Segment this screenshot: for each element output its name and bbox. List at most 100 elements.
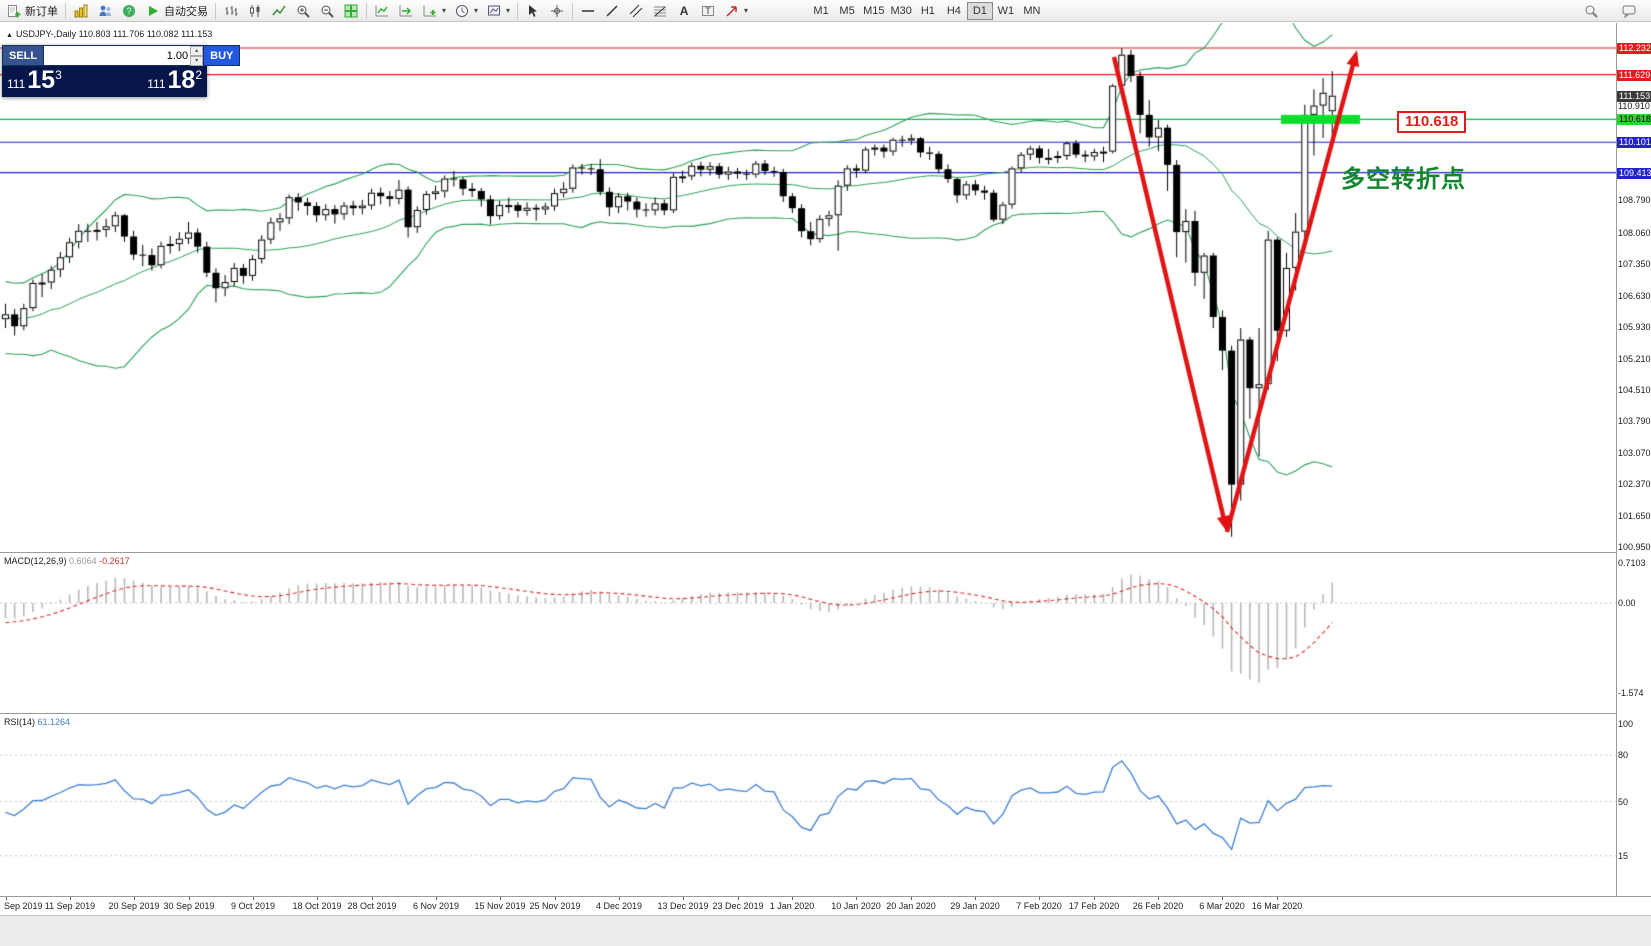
templates-button[interactable]: ▾ xyxy=(482,1,514,21)
time-axis-tick xyxy=(436,897,437,900)
time-axis-tick xyxy=(317,897,318,900)
periods-button[interactable]: ▾ xyxy=(450,1,482,21)
timeframe-button-M5[interactable]: M5 xyxy=(834,2,860,20)
candlestick-chart-button[interactable] xyxy=(243,1,267,21)
time-axis-label: 4 Dec 2019 xyxy=(595,901,643,911)
chart-title: ▲ USDJPY-,Daily 110.803 111.706 110.082 1… xyxy=(6,29,212,39)
time-axis-label: 30 Sep 2019 xyxy=(163,901,215,911)
price-chart-canvas[interactable] xyxy=(0,23,1616,552)
price-axis-border xyxy=(1616,23,1617,896)
pane-divider[interactable] xyxy=(0,552,1616,553)
price-axis-label-108.790: 108.790 xyxy=(1618,195,1651,205)
fibonacci-tool-button[interactable] xyxy=(648,1,672,21)
tile-windows-button[interactable] xyxy=(339,1,363,21)
help-icon: ? xyxy=(121,3,137,19)
price-axis-label-107.350: 107.350 xyxy=(1618,259,1651,269)
bar-chart-icon xyxy=(223,3,239,19)
bottom-strip xyxy=(0,915,1651,946)
line-chart-button[interactable] xyxy=(267,1,291,21)
periods-clock-icon xyxy=(454,3,470,19)
time-axis-label: 20 Sep 2019 xyxy=(108,901,160,911)
time-scale[interactable]: Sep 2019 11 Sep 2019 20 Sep 2019 30 Sep 201… xyxy=(0,897,1651,915)
trendline-tool-button[interactable] xyxy=(600,1,624,21)
auto-scroll-icon xyxy=(398,3,414,19)
chart-shift-icon xyxy=(374,3,390,19)
timeframe-button-D1[interactable]: D1 xyxy=(966,1,993,20)
timeframe-button-H4[interactable]: H4 xyxy=(941,2,967,20)
price-scale[interactable]: 112.232 111.629 111.153 110.910 110.618 110.1… xyxy=(1617,23,1651,913)
chart-window: ▲ USDJPY-,Daily 110.803 111.706 110.082 1… xyxy=(0,23,1651,946)
channel-icon xyxy=(628,3,644,19)
time-axis-tick xyxy=(975,897,976,900)
zoom-out-button[interactable] xyxy=(315,1,339,21)
crosshair-button[interactable] xyxy=(545,1,569,21)
time-axis-tick xyxy=(911,897,912,900)
market-watch-button[interactable] xyxy=(69,1,93,21)
macd-canvas[interactable] xyxy=(0,553,1616,713)
hline-tool-button[interactable] xyxy=(576,1,600,21)
help-button[interactable]: ? xyxy=(117,1,141,21)
price-axis-label-105.210: 105.210 xyxy=(1618,354,1651,364)
rsi-axis-label-100: 100 xyxy=(1618,719,1634,729)
chat-button[interactable] xyxy=(1617,1,1641,21)
price-axis-label-111.629: 111.629 xyxy=(1617,70,1651,81)
price-tag-label[interactable]: 110.618 xyxy=(1397,111,1467,133)
arrows-tool-button[interactable]: ▾ xyxy=(720,1,752,21)
price-axis-label-101.650: 101.650 xyxy=(1618,511,1651,521)
rsi-title: RSI(14) 61.1264 xyxy=(4,717,70,727)
search-button[interactable] xyxy=(1579,1,1603,21)
time-axis-label: 6 Mar 2020 xyxy=(1199,901,1245,911)
new-order-button[interactable]: 新订单 xyxy=(2,1,62,21)
cursor-button[interactable] xyxy=(521,1,545,21)
indicators-icon xyxy=(422,3,438,19)
zoom-in-button[interactable] xyxy=(291,1,315,21)
navigator-button[interactable] xyxy=(93,1,117,21)
turning-point-annotation[interactable]: 多空转折点 xyxy=(1341,166,1466,193)
volume-input[interactable] xyxy=(44,48,191,63)
collapse-triangle-icon[interactable]: ▲ xyxy=(6,32,13,39)
time-axis-tick xyxy=(683,897,684,900)
hline-icon xyxy=(580,3,596,19)
dropdown-caret-icon: ▾ xyxy=(744,6,749,15)
bar-chart-button[interactable] xyxy=(219,1,243,21)
ohlc-values: 110.803 111.706 110.082 111.153 xyxy=(78,29,213,39)
timeframe-button-M30[interactable]: M30 xyxy=(887,2,914,20)
rsi-canvas[interactable] xyxy=(0,714,1616,894)
autotrading-label: 自动交易 xyxy=(164,5,208,18)
sell-price: 111 15 3 xyxy=(7,66,62,94)
one-click-trading-panel: SELL ▴ ▾ BUY 111 15 3 111 xyxy=(2,45,241,97)
buy-button[interactable]: BUY xyxy=(203,45,241,66)
indicators-button[interactable]: ▾ xyxy=(418,1,450,21)
fibonacci-icon xyxy=(652,3,668,19)
time-axis-tick xyxy=(500,897,501,900)
auto-scroll-button[interactable] xyxy=(394,1,418,21)
time-axis-tick xyxy=(1222,897,1223,900)
chart-shift-button[interactable] xyxy=(370,1,394,21)
sell-price-big: 15 xyxy=(27,66,56,94)
rsi-axis-label-50: 50 xyxy=(1618,797,1629,807)
price-axis-label-100.950: 100.950 xyxy=(1618,542,1651,552)
timeframe-button-H1[interactable]: H1 xyxy=(915,2,941,20)
time-axis-label: 11 Sep 2019 xyxy=(44,901,96,911)
rsi-label: RSI(14) xyxy=(4,717,36,727)
autotrading-button[interactable]: 自动交易 xyxy=(141,1,212,21)
sell-button[interactable]: SELL xyxy=(2,45,45,66)
arrow-tool-icon xyxy=(724,3,740,19)
new-order-label: 新订单 xyxy=(25,5,58,18)
time-axis-label: 1 Jan 2020 xyxy=(769,901,815,911)
pane-divider[interactable] xyxy=(0,713,1616,714)
symbol-period-label: USDJPY-,Daily xyxy=(15,29,77,39)
time-axis-label: 15 Nov 2019 xyxy=(474,901,526,911)
timeframe-button-M15[interactable]: M15 xyxy=(860,2,887,20)
label-tool-button[interactable]: T xyxy=(696,1,720,21)
templates-icon xyxy=(486,3,502,19)
channel-tool-button[interactable] xyxy=(624,1,648,21)
timeframe-button-W1[interactable]: W1 xyxy=(993,2,1019,20)
timeframe-button-MN[interactable]: MN xyxy=(1019,2,1045,20)
text-tool-button[interactable]: A xyxy=(672,1,696,21)
timeframe-button-M1[interactable]: M1 xyxy=(808,2,834,20)
volume-up-button[interactable]: ▴ xyxy=(190,45,204,56)
volume-down-button[interactable]: ▾ xyxy=(190,55,204,66)
toolbar-separator xyxy=(366,2,367,19)
